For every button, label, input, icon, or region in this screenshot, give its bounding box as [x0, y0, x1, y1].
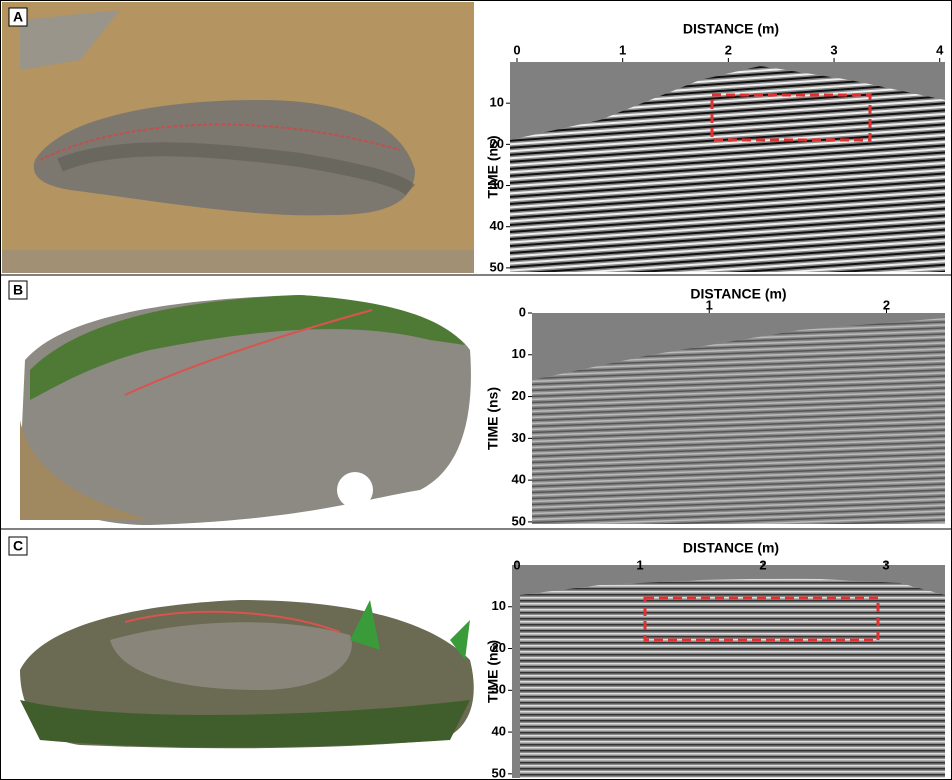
y-tick-label: 20 — [490, 136, 504, 151]
x-tick-label: 4 — [936, 42, 944, 57]
y-tick-label: 0 — [519, 304, 526, 319]
x-axis-title: DISTANCE (m) — [683, 540, 779, 556]
x-tick-label: 3 — [882, 557, 889, 572]
photo — [20, 600, 474, 748]
x-axis-title: DISTANCE (m) — [683, 21, 779, 37]
y-tick-label: 30 — [490, 177, 504, 192]
figure: ADISTANCE (m)TIME (ns)012341020304050BDI… — [0, 0, 952, 780]
y-tick-label: 40 — [492, 723, 506, 738]
radargram-signal — [520, 578, 945, 778]
panel-label: B — [13, 282, 23, 298]
x-tick-label: 0 — [513, 557, 520, 572]
photo — [20, 295, 471, 525]
y-axis-title: TIME (ns) — [485, 387, 501, 450]
y-tick-label: 10 — [512, 346, 526, 361]
photo — [2, 2, 474, 273]
x-tick-label: 0 — [513, 42, 520, 57]
y-tick-label: 50 — [492, 765, 506, 780]
panel-label: C — [13, 538, 23, 554]
x-tick-label: 3 — [830, 42, 837, 57]
x-tick-label: 2 — [725, 42, 732, 57]
y-tick-label: 50 — [512, 513, 526, 528]
x-tick-label: 1 — [619, 42, 626, 57]
x-tick-label: 1 — [706, 297, 713, 312]
panel-label: A — [13, 9, 23, 25]
y-tick-label: 30 — [492, 682, 506, 697]
y-tick-label: 40 — [512, 472, 526, 487]
y-tick-label: 20 — [492, 640, 506, 655]
y-tick-label: 40 — [490, 218, 504, 233]
y-tick-label: 10 — [490, 95, 504, 110]
x-tick-label: 2 — [883, 297, 890, 312]
y-tick-label: 30 — [512, 430, 526, 445]
x-tick-label: 1 — [636, 557, 643, 572]
radargrams — [510, 62, 945, 778]
y-tick-label: 10 — [492, 598, 506, 613]
y-tick-label: 20 — [512, 388, 526, 403]
x-tick-label: 2 — [759, 557, 766, 572]
y-tick-label: 50 — [490, 259, 504, 274]
